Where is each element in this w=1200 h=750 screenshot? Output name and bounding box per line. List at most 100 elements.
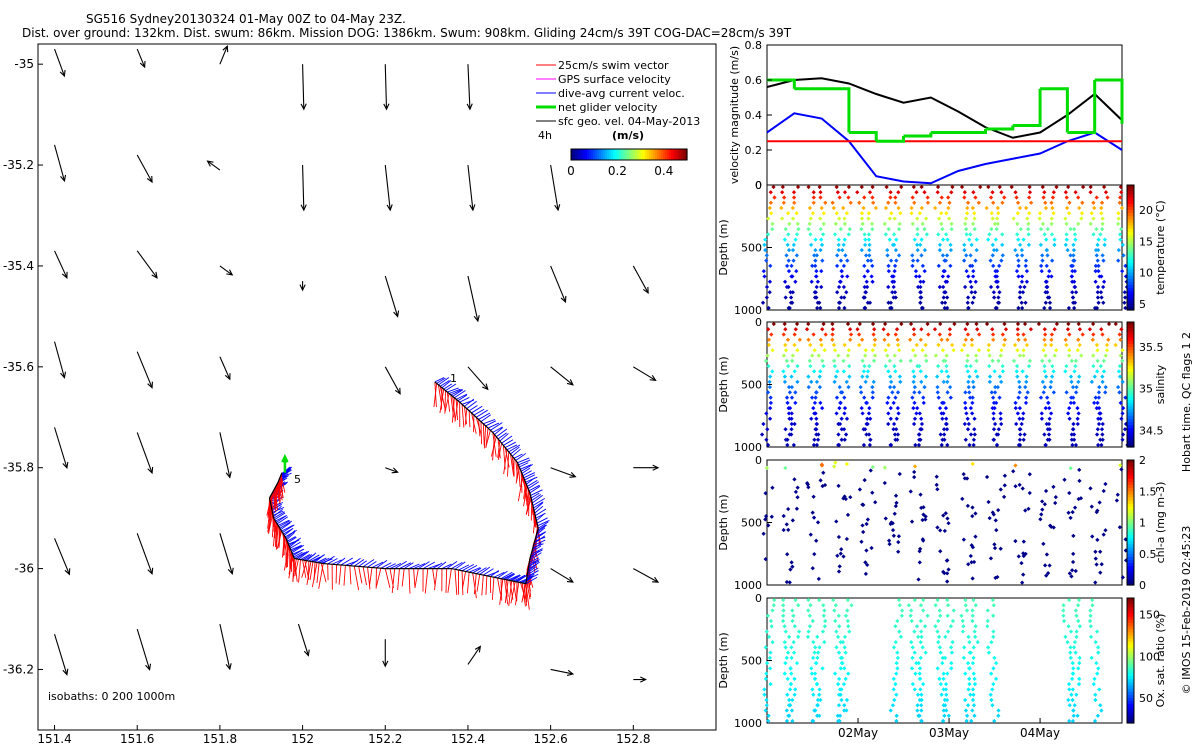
chla-sample: [1103, 481, 1108, 487]
chla-sample: [1077, 478, 1082, 483]
temperature-sample: [761, 269, 766, 274]
swim-vector: [491, 577, 495, 600]
chla-sample: [838, 551, 843, 556]
temperature-sample: [946, 195, 951, 200]
salinity-sample: [781, 369, 786, 374]
oxygen-sample: [845, 597, 850, 603]
dac-vector: [438, 377, 450, 386]
salinity-colorbar-cell: [1127, 422, 1134, 426]
chla-frame: [766, 459, 1123, 586]
salinity-sample: [868, 416, 873, 421]
oxygen-sample: [909, 666, 915, 671]
geo-vector-arrow-head: [469, 204, 476, 212]
temperature-sample: [791, 242, 796, 247]
dac-vector: [535, 531, 546, 540]
oxygen-sample: [768, 682, 773, 687]
oxygen-sample: [1069, 676, 1075, 682]
chla-colorbar-cell: [1127, 528, 1134, 533]
geo-vector-arrow: [136, 154, 153, 183]
swim-vector: [298, 559, 301, 583]
salinity-sample: [763, 358, 769, 363]
salinity-sample: [1118, 400, 1123, 406]
geo-vector-arrow-head: [300, 204, 307, 212]
oxygen-sample: [919, 697, 924, 703]
oxygen-sample: [971, 655, 976, 660]
oxygen-sample: [966, 634, 971, 639]
salinity-sample: [864, 432, 869, 437]
oxygen-frame: [766, 597, 1123, 724]
dac-vector: [439, 380, 450, 387]
salinity-sample: [965, 369, 970, 374]
salinity-sample: [935, 390, 940, 395]
geo-vector-arrow-head: [474, 645, 482, 653]
salinity-sample: [1016, 395, 1021, 400]
temperature-sample: [1037, 211, 1043, 216]
salinity-sample: [781, 353, 787, 358]
chla-colorbar-cell: [1127, 466, 1134, 470]
salinity-sample: [866, 411, 872, 416]
salinity-sample: [870, 390, 875, 395]
chla-sample: [810, 566, 815, 571]
temperature-sample: [962, 248, 967, 253]
oxygen-sample: [837, 676, 842, 682]
dac-vector: [394, 560, 407, 569]
salinity-sample: [830, 337, 835, 342]
chla-sample: [998, 487, 1003, 492]
oxygen-sample: [961, 655, 966, 660]
salinity-sample: [999, 348, 1004, 353]
temperature-sample: [974, 248, 979, 253]
temperature-sample: [820, 232, 826, 237]
temperature-sample: [1044, 248, 1049, 253]
chla-sample: [832, 464, 837, 469]
salinity-sample: [837, 421, 843, 427]
chla-sample: [1021, 539, 1026, 544]
salinity-sample: [926, 332, 931, 337]
temperature-sample: [1038, 226, 1044, 232]
salinity-sample: [942, 432, 947, 437]
salinity-sample: [770, 348, 775, 353]
salinity-sample: [1101, 358, 1106, 363]
salinity-sample: [1041, 348, 1046, 353]
oxygen-sample: [967, 682, 972, 687]
salinity-colorbar-cell: [1127, 409, 1134, 414]
salinity-sample: [912, 332, 917, 337]
dac-vector: [529, 552, 542, 561]
salinity-sample: [865, 421, 870, 427]
temperature-sample: [1076, 195, 1081, 200]
colorbar-cell: [665, 149, 668, 160]
oxygen-sample: [813, 645, 818, 650]
temperature-sample: [915, 248, 920, 253]
velocity-y-tick-label: 0.2: [745, 144, 763, 157]
salinity-sample: [968, 363, 973, 369]
temperature-sample: [1047, 300, 1053, 305]
dac-vector: [278, 475, 289, 481]
temperature-sample: [948, 242, 953, 247]
salinity-sample: [1023, 337, 1028, 342]
chla-sample: [763, 491, 768, 496]
salinity-sample: [808, 342, 813, 348]
temperature-sample: [842, 237, 847, 242]
oxygen-sample: [805, 634, 811, 639]
temperature-sample: [869, 221, 875, 226]
salinity-sample: [987, 379, 993, 384]
salinity-sample: [790, 358, 795, 363]
colorbar-cell: [603, 149, 606, 160]
temperature-sample: [1095, 242, 1100, 247]
oxygen-sample: [917, 671, 922, 676]
temperature-sample: [809, 242, 814, 247]
oxygen-sample: [937, 608, 942, 613]
temperature-sample: [919, 184, 924, 190]
temperature-sample: [859, 248, 864, 253]
temperature-sample: [837, 279, 843, 284]
temperature-sample: [867, 300, 873, 305]
oxygen-sample: [1095, 671, 1100, 676]
temperature-sample: [909, 205, 914, 211]
dac-vector: [454, 390, 466, 399]
salinity-sample: [970, 379, 976, 384]
salinity-sample: [1014, 369, 1019, 374]
temperature-sample: [919, 295, 924, 300]
temperature-sample: [1049, 274, 1054, 279]
dac-vector: [513, 453, 523, 459]
temperature-sample: [991, 290, 997, 295]
oxygen-sample: [1074, 629, 1079, 634]
